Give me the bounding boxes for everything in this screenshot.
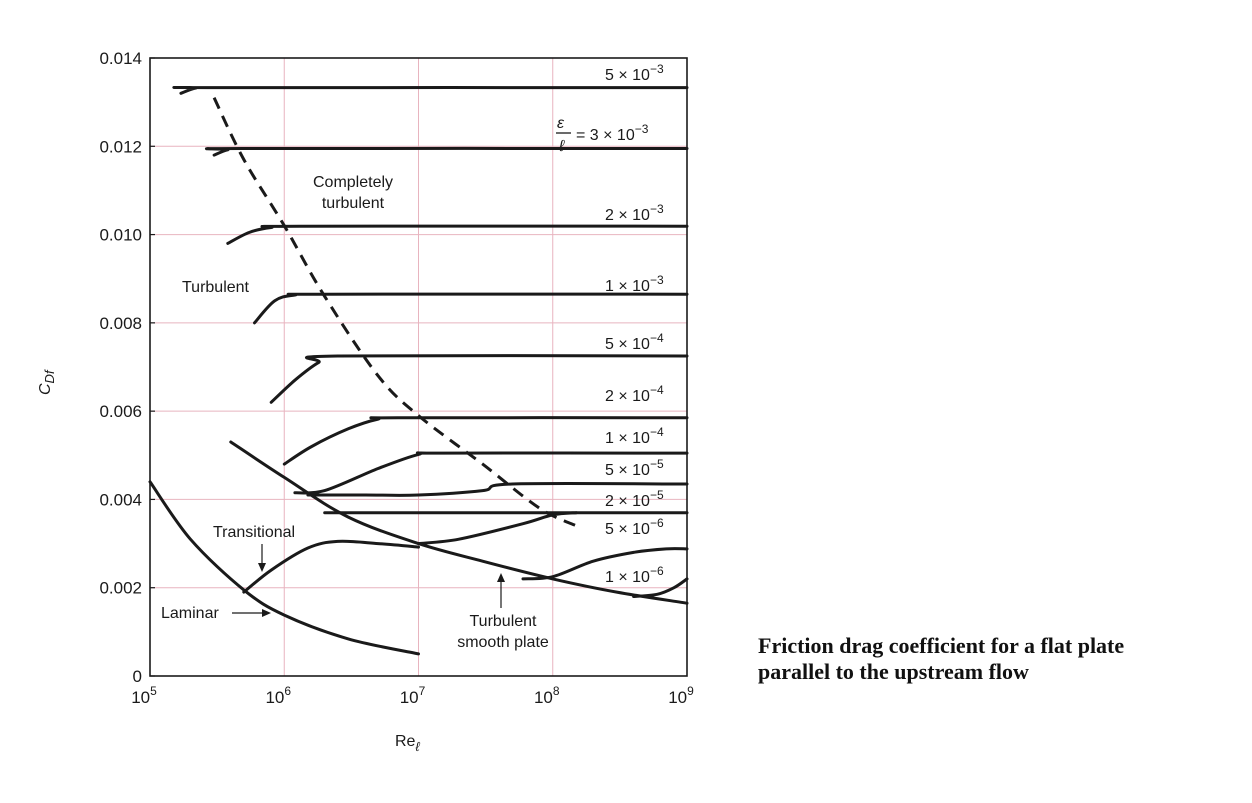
series-line-0	[172, 85, 689, 95]
series-label-1e-6: 1 × 10−6	[605, 564, 664, 586]
series-line-15	[212, 97, 578, 528]
y-axis-label-sub: Df	[42, 369, 57, 383]
series-label-1e-3: 1 × 10−3	[605, 273, 664, 295]
y-tick-label: 0.012	[99, 137, 142, 156]
series-label-1e-4: 1 × 10−4	[605, 425, 664, 447]
figure-caption: Friction drag coefficient for a flat pla…	[758, 633, 1238, 685]
y-tick-label: 0	[133, 667, 142, 686]
x-tick-label: 107	[400, 684, 426, 707]
x-axis-label: Reℓ	[395, 733, 420, 754]
turbulent-smooth-label-2: smooth plate	[457, 634, 549, 651]
series-label-5e-6: 5 × 10−6	[605, 516, 664, 538]
transitional-arrow-head	[258, 563, 266, 572]
series-label-2e-5: 2 × 10−5	[605, 488, 664, 510]
series-label-3e-3-value: = 3 × 10−3	[576, 122, 649, 144]
y-axis-label: CDf	[37, 369, 57, 395]
plot-frame	[149, 57, 688, 677]
caption-line-1: Friction drag coefficient for a flat pla…	[758, 633, 1125, 658]
series-line-14	[632, 577, 689, 598]
y-tick-label: 0.014	[99, 49, 142, 68]
laminar-arrow-head	[262, 609, 271, 617]
y-tick-label: 0.010	[99, 226, 142, 245]
y-tick-label: 0.002	[99, 579, 142, 598]
y-tick-label: 0.008	[99, 314, 142, 333]
x-axis-label-sub: ℓ	[415, 739, 420, 754]
series-line-7	[306, 482, 689, 497]
y-tick-labels: 0 0.002 0.004 0.006 0.008 0.010 0.012 0.014	[99, 49, 155, 686]
x-tick-labels: 105 106 107 108 109	[131, 684, 694, 707]
x-tick-label: 109	[668, 684, 694, 707]
series-line-6	[293, 451, 689, 495]
ell-symbol: ℓ	[558, 138, 565, 155]
series-labels: 5 × 10−3 ε ℓ = 3 × 10−3 2 × 10−3 1 × 10−…	[556, 62, 664, 586]
series-line-12	[148, 480, 420, 656]
series-line-4	[269, 354, 689, 404]
laminar-label: Laminar	[161, 605, 219, 622]
series-line-5	[282, 416, 689, 466]
turbulent-label: Turbulent	[182, 279, 250, 296]
y-tick-label: 0.006	[99, 402, 142, 421]
series-line-9	[417, 511, 578, 546]
series-label-5e-4: 5 × 10−4	[605, 331, 664, 353]
series-line-2	[226, 224, 689, 245]
series-label-3e-3: ε ℓ = 3 × 10−3	[556, 115, 649, 155]
series-line-1	[204, 146, 689, 157]
x-tick-label: 106	[265, 684, 291, 707]
series-line-3	[253, 292, 689, 325]
completely-turbulent-label-2: turbulent	[322, 195, 385, 212]
series-label-5e-3: 5 × 10−3	[605, 62, 664, 84]
turbulent-smooth-label: Turbulent	[470, 613, 538, 630]
series-label-2e-4: 2 × 10−4	[605, 383, 664, 405]
series-line-13	[242, 539, 420, 594]
caption-line-2: parallel to the upstream flow	[758, 659, 1029, 684]
x-tick-label: 105	[131, 684, 157, 707]
series-group	[148, 85, 689, 656]
completely-turbulent-label: Completely	[313, 174, 393, 191]
annotations: Completely turbulent Turbulent Transitio…	[161, 174, 549, 651]
series-line-11	[229, 440, 689, 605]
x-tick-label: 108	[534, 684, 560, 707]
smooth-arrow-head	[497, 573, 505, 582]
transitional-label: Transitional	[213, 524, 295, 541]
epsilon-symbol: ε	[557, 115, 565, 132]
series-label-2e-3: 2 × 10−3	[605, 202, 664, 224]
y-tick-label: 0.004	[99, 490, 142, 509]
series-label-5e-5: 5 × 10−5	[605, 457, 664, 479]
